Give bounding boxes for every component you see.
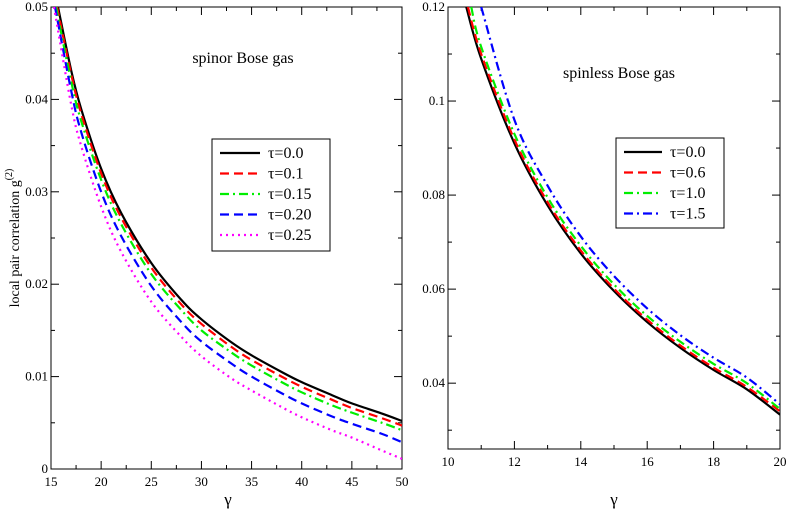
legend-label-spinless-1: τ=0.6 — [670, 165, 705, 182]
legend-spinless: τ=0.0 τ=0.6 τ=1.0 τ=1.5 — [624, 144, 705, 223]
legend-label-spinor-4: τ=0.25 — [268, 227, 311, 244]
legend-label-spinor-3: τ=0.20 — [268, 207, 311, 224]
x-axis-label-spinless: γ — [609, 490, 618, 509]
x-tick-label: 20 — [774, 454, 787, 469]
x-tick-label: 15 — [45, 474, 58, 489]
series-lines-spinless — [465, 7, 780, 416]
y-tick-label: 0.08 — [422, 187, 445, 202]
series-line-spinor-2 — [54, 7, 402, 432]
legend-label-spinor-2: τ=0.15 — [268, 186, 311, 203]
legend-label-spinless-0: τ=0.0 — [670, 144, 705, 161]
y-tick-label: 0.02 — [25, 276, 48, 291]
legend-label-spinor-1: τ=0.1 — [268, 166, 303, 183]
y-tick-label: 0.12 — [422, 0, 445, 14]
y-tick-label: 0.01 — [25, 369, 48, 384]
legend-label-spinless-2: τ=1.0 — [670, 185, 705, 202]
y-tick-label: 0.05 — [25, 0, 48, 14]
x-tick-label: 30 — [195, 474, 208, 489]
series-line-spinor-1 — [55, 7, 402, 427]
x-tick-label: 50 — [396, 474, 409, 489]
y-tick-label: 0.04 — [25, 91, 48, 106]
y-axis-label-superscript: (2) — [4, 169, 15, 181]
series-line-spinor-3 — [53, 7, 402, 444]
series-line-spinless-0 — [465, 7, 780, 416]
y-tick-label: 0.03 — [25, 184, 48, 199]
x-tick-label: 25 — [145, 474, 158, 489]
axis-ticks-spinless: 10 12 14 16 18 20 0.04 0.06 0.08 0.1 0.12 — [422, 0, 786, 469]
series-line-spinor-0 — [56, 7, 402, 422]
x-tick-label: 18 — [707, 454, 720, 469]
x-tick-label: 14 — [574, 454, 588, 469]
series-line-spinless-1 — [466, 7, 780, 413]
x-tick-label: 10 — [442, 454, 455, 469]
panel-spinor: 15 20 25 30 35 40 45 50 0 0.01 0.02 0.03 0.04 0.05 sp… — [4, 0, 409, 509]
panel-title-spinless: spinless Bose gas — [563, 65, 675, 82]
x-tick-label: 20 — [95, 474, 108, 489]
x-tick-label: 35 — [245, 474, 258, 489]
y-tick-label: 0.1 — [429, 93, 445, 108]
x-tick-label: 45 — [345, 474, 358, 489]
x-tick-label: 12 — [508, 454, 521, 469]
panel-title-spinor: spinor Bose gas — [192, 50, 293, 67]
legend-label-spinor-0: τ=0.0 — [268, 145, 303, 162]
series-line-spinless-2 — [470, 7, 780, 410]
legend-label-spinless-3: τ=1.5 — [670, 206, 705, 223]
y-tick-label: 0 — [42, 461, 49, 476]
legend-spinor: τ=0.0 τ=0.1 τ=0.15 τ=0.20 τ=0.25 — [220, 145, 311, 244]
panel-spinless: 10 12 14 16 18 20 0.04 0.06 0.08 0.1 0.12 spinless… — [422, 0, 786, 509]
series-line-spinless-3 — [480, 7, 780, 406]
x-tick-label: 40 — [295, 474, 308, 489]
legend-box-spinor — [211, 138, 331, 252]
y-axis-label-spinor: local pair correlation g(2) — [4, 169, 23, 308]
y-tick-label: 0.06 — [422, 281, 445, 296]
series-lines-spinor — [52, 7, 402, 460]
x-tick-label: 16 — [641, 454, 655, 469]
y-tick-label: 0.04 — [422, 375, 445, 390]
series-line-spinor-4 — [52, 7, 402, 460]
axis-ticks-spinor: 15 20 25 30 35 40 45 50 0 0.01 0.02 0.03 0.04 0.05 — [25, 0, 408, 489]
x-axis-label-spinor: γ — [223, 490, 232, 509]
y-axis-label-text: local pair correlation g — [8, 180, 23, 307]
